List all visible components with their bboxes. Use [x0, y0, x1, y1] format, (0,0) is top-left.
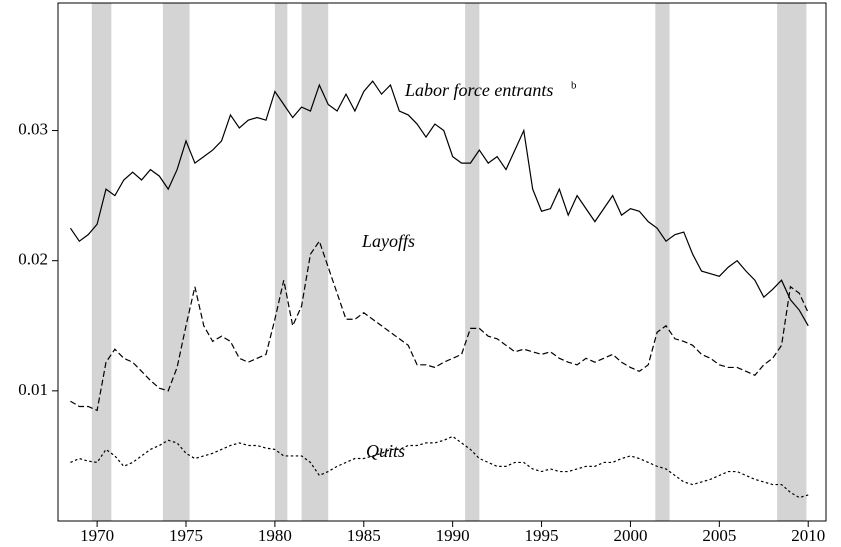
x-tick-label: 2005: [702, 526, 736, 545]
annotation: Labor force entrants: [404, 80, 553, 100]
recession-band: [274, 3, 288, 521]
series-line: [70, 239, 809, 412]
recession-band: [301, 3, 329, 521]
x-tick-label: 1985: [347, 526, 381, 545]
x-tick-label: 1975: [169, 526, 203, 545]
x-tick-label: 2010: [791, 526, 825, 545]
plot-frame: [57, 2, 827, 522]
x-tick-label: 2000: [613, 526, 647, 545]
annotation: Layoffs: [361, 231, 415, 251]
lines: [69, 80, 809, 499]
x-tick-label: 1995: [525, 526, 559, 545]
y-tick-label: 0.02: [18, 250, 48, 269]
series-line: [70, 435, 809, 499]
annotation: Quits: [366, 441, 405, 461]
recession-band: [91, 3, 112, 521]
recession-band: [162, 3, 190, 521]
recession-band: [777, 3, 807, 521]
recession-band: [465, 3, 480, 521]
x-tick-label: 1980: [258, 526, 292, 545]
y-tick-label: 0.01: [18, 380, 48, 399]
recession-bands: [91, 3, 807, 521]
y-tick-label: 0.03: [18, 119, 48, 138]
annotation-superscript: b: [571, 80, 577, 92]
x-tick-label: 1990: [436, 526, 470, 545]
series-line: [69, 80, 809, 327]
x-tick-label: 1970: [80, 526, 114, 545]
recession-band: [655, 3, 670, 521]
